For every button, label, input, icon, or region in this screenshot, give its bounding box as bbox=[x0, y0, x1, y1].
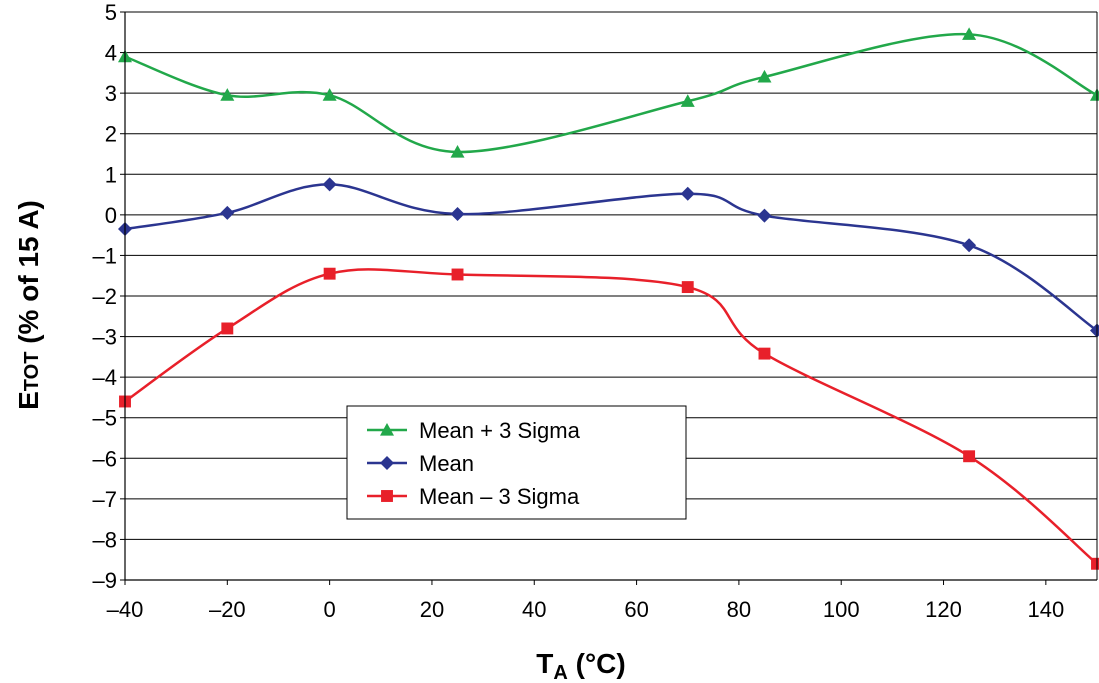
data-point-triangle bbox=[322, 88, 337, 101]
x-tick-label: 0 bbox=[324, 597, 336, 622]
y-tick-label: –1 bbox=[93, 243, 117, 268]
data-point-square bbox=[758, 347, 771, 360]
y-tick-labels: –9 –8 –7 –6 –5 –4 –3 –2 –1 0 1 2 3 4 5 bbox=[93, 0, 117, 593]
x-axis-title-main: T bbox=[536, 648, 553, 679]
x-tick-label: 100 bbox=[823, 597, 860, 622]
data-point-triangle bbox=[757, 69, 772, 83]
y-axis-title-unit: (% of 15 A) bbox=[13, 200, 44, 351]
x-tick-label: 120 bbox=[925, 597, 962, 622]
legend-label: Mean bbox=[419, 451, 474, 476]
series-line bbox=[125, 32, 1097, 154]
data-point-square bbox=[221, 322, 234, 335]
data-point-diamond bbox=[450, 207, 465, 222]
y-axis-title-main: E bbox=[13, 391, 44, 410]
y-tick-label: –2 bbox=[93, 284, 117, 309]
data-point-diamond bbox=[322, 177, 337, 192]
y-axis-title: ETOT (% of 15 A) bbox=[13, 200, 44, 410]
y-tick-label: 5 bbox=[105, 0, 117, 25]
y-axis-title-sub: TOT bbox=[21, 352, 43, 392]
x-tick-label: 40 bbox=[522, 597, 546, 622]
x-tick-label: 60 bbox=[624, 597, 648, 622]
x-axis-title-unit: (°C) bbox=[568, 648, 626, 679]
data-point-diamond bbox=[220, 205, 235, 220]
series-0 bbox=[118, 27, 1099, 158]
data-point-diamond bbox=[757, 208, 772, 223]
x-tick-label: 20 bbox=[420, 597, 444, 622]
y-tick-label: 2 bbox=[105, 122, 117, 147]
x-tick-labels: –40 –20 0 20 40 60 80 100 120 140 bbox=[107, 597, 1065, 622]
legend: Mean + 3 Sigma Mean Mean – 3 Sigma bbox=[346, 405, 687, 520]
data-point-triangle bbox=[962, 27, 977, 40]
series-1 bbox=[118, 177, 1099, 338]
data-point-square bbox=[681, 281, 694, 294]
x-tick-label: –20 bbox=[209, 597, 246, 622]
y-tick-label: –6 bbox=[93, 446, 117, 471]
x-axis-title-sub: A bbox=[553, 662, 567, 683]
legend-marker bbox=[380, 423, 394, 436]
legend-label: Mean + 3 Sigma bbox=[419, 418, 581, 443]
axes bbox=[120, 11, 1098, 585]
data-point-triangle bbox=[220, 88, 235, 101]
series-line bbox=[125, 268, 1097, 565]
y-tick-label: –9 bbox=[93, 568, 117, 593]
y-tick-label: –4 bbox=[93, 365, 117, 390]
legend-marker bbox=[381, 490, 393, 502]
data-point-triangle bbox=[680, 94, 695, 107]
legend-item: Mean bbox=[367, 451, 474, 476]
y-tick-label: 1 bbox=[105, 162, 117, 187]
series-line bbox=[125, 183, 1097, 332]
legend-marker bbox=[380, 456, 394, 470]
y-tick-label: –5 bbox=[93, 406, 117, 431]
y-tick-label: 4 bbox=[105, 41, 117, 66]
data-point-square bbox=[451, 268, 464, 281]
data-point-triangle bbox=[450, 144, 465, 158]
legend-item: Mean + 3 Sigma bbox=[367, 418, 581, 443]
data-point-square bbox=[963, 450, 976, 463]
data-point-diamond bbox=[962, 238, 977, 253]
y-tick-label: –7 bbox=[93, 487, 117, 512]
x-tick-label: –40 bbox=[107, 597, 144, 622]
data-point-diamond bbox=[680, 186, 695, 201]
y-tick-label: 3 bbox=[105, 81, 117, 106]
legend-label: Mean – 3 Sigma bbox=[419, 484, 580, 509]
x-axis-title: TA (°C) bbox=[536, 648, 625, 683]
y-tick-label: 0 bbox=[105, 203, 117, 228]
legend-item: Mean – 3 Sigma bbox=[367, 484, 580, 509]
x-tick-label: 80 bbox=[727, 597, 751, 622]
data-point-square bbox=[323, 267, 336, 280]
x-tick-label: 140 bbox=[1027, 597, 1064, 622]
data-point-triangle bbox=[1090, 88, 1099, 101]
data-point-square bbox=[1091, 557, 1099, 570]
y-tick-label: –3 bbox=[93, 325, 117, 350]
y-tick-label: –8 bbox=[93, 527, 117, 552]
